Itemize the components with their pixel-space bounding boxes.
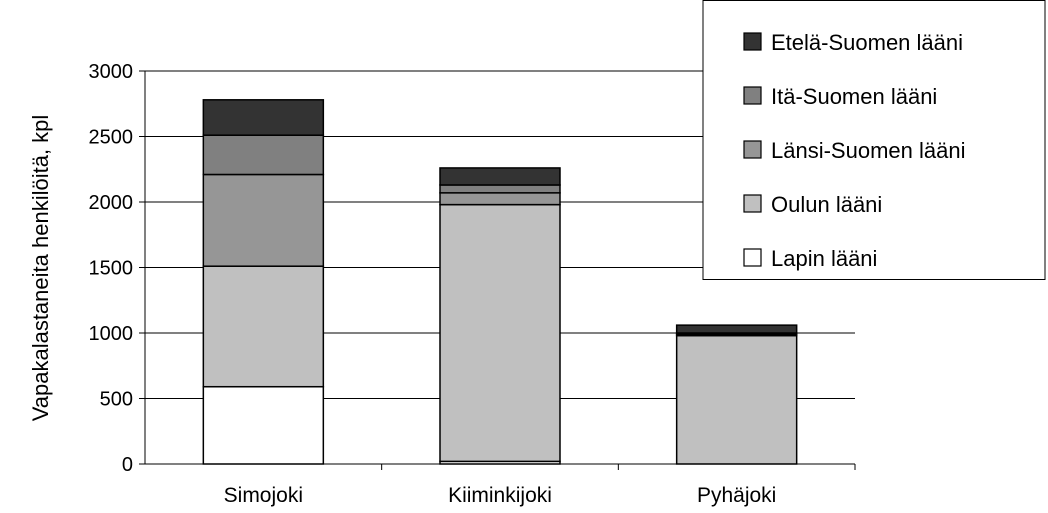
- legend-label: Etelä-Suomen lääni: [771, 30, 963, 55]
- x-tick-label: Simojoki: [224, 484, 303, 507]
- x-tick-label: Kiiminkijoki: [448, 484, 552, 507]
- tick-labels: 0 500 1000 1500 2000 2500 3000 Simojoki Kiiminki…: [89, 61, 777, 507]
- bar-segment: [202, 99, 325, 136]
- bar-segment: [675, 324, 798, 334]
- legend-swatch: [743, 32, 762, 51]
- bar-segment: [439, 203, 561, 463]
- legend-label: Itä-Suomen lääni: [771, 84, 937, 109]
- x-tick-label: Pyhäjoki: [697, 484, 776, 507]
- legend-swatch: [743, 194, 762, 213]
- bar-segment: [439, 167, 561, 186]
- y-tick-label: 1000: [89, 323, 134, 345]
- y-tick-label: 2000: [89, 192, 134, 214]
- legend-swatch: [743, 248, 762, 267]
- bar-segment: [202, 385, 325, 465]
- y-tick-label: 1500: [89, 258, 134, 280]
- bar-segment: [202, 134, 325, 176]
- y-tick-label: 2500: [89, 127, 134, 149]
- y-axis-label: Vapakalastaneita henkilöitä, kpl: [28, 115, 53, 422]
- legend-swatch: [743, 140, 762, 159]
- bar-segment: [439, 192, 561, 206]
- legend: Etelä-Suomen lääni Itä-Suomen lääni Länsi-…: [702, 0, 1046, 280]
- bar-segment: [202, 265, 325, 388]
- bars: [202, 99, 798, 465]
- legend-label: Länsi-Suomen lääni: [771, 138, 965, 163]
- y-tick-label: 3000: [89, 61, 134, 83]
- y-tick-label: 500: [100, 389, 133, 411]
- legend-swatch: [743, 86, 762, 105]
- bar-segment: [202, 173, 325, 267]
- legend-label: Lapin lääni: [771, 246, 877, 271]
- bar-segment: [675, 334, 798, 465]
- y-tick-label: 0: [122, 454, 133, 476]
- bar-segment: [439, 184, 561, 194]
- legend-label: Oulun lääni: [771, 192, 882, 217]
